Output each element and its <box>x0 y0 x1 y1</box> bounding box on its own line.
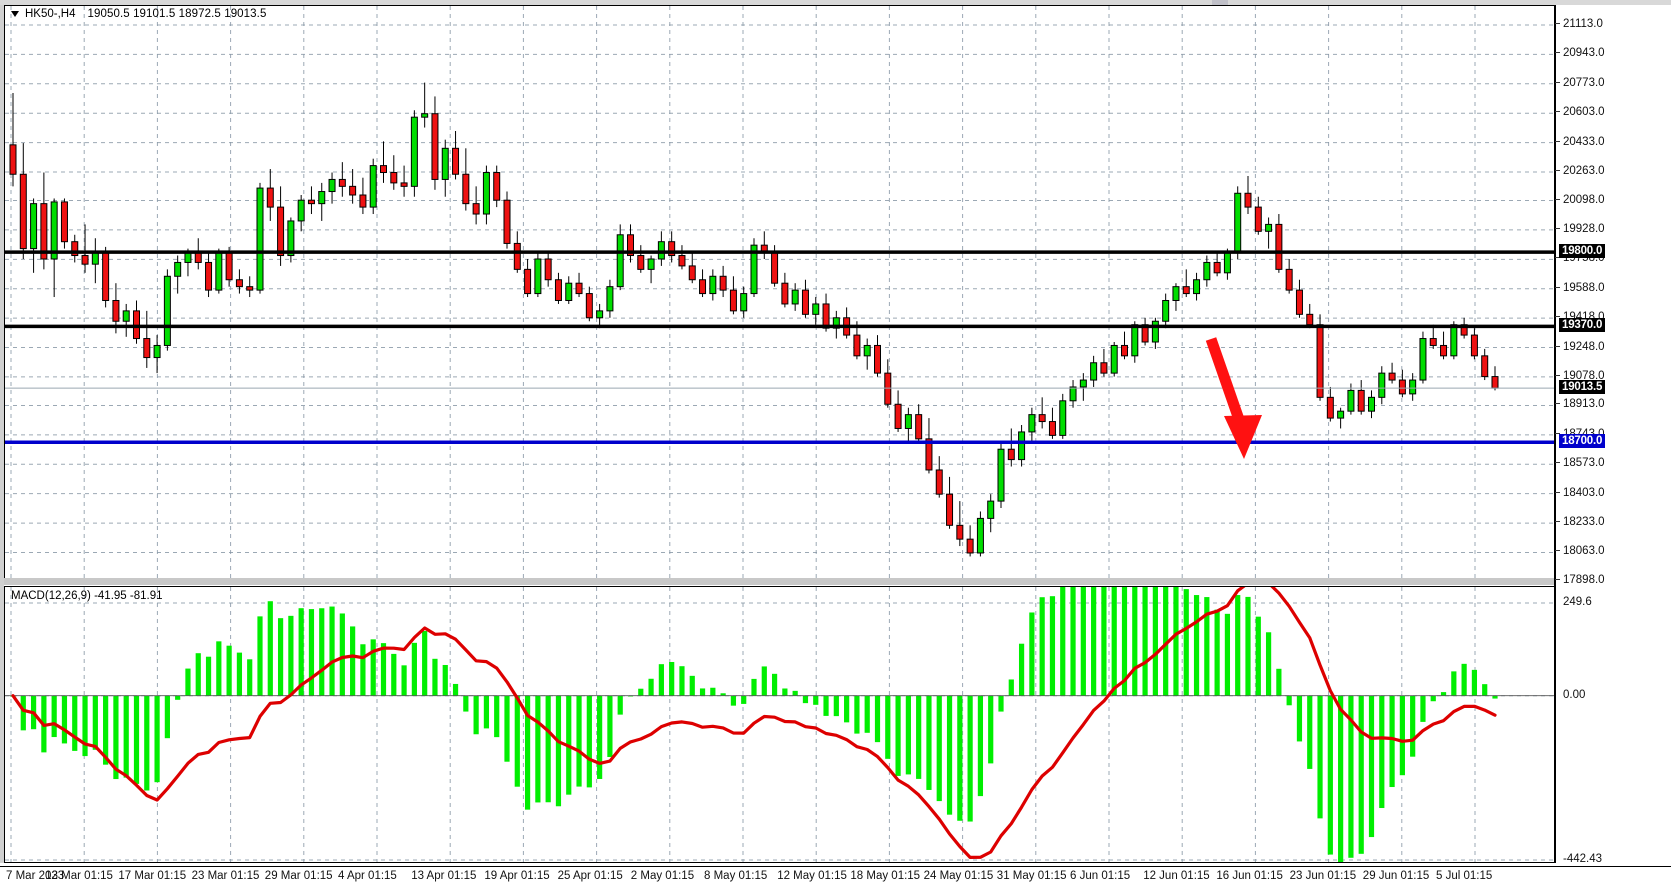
date-axis-tick: 29 Jun 01:15 <box>1362 870 1430 882</box>
tick-mark <box>1555 52 1560 54</box>
price-axis-tick: 17898.0 <box>1555 574 1605 586</box>
price-plot-area[interactable] <box>5 6 1554 582</box>
tick-mark <box>1555 374 1560 376</box>
date-axis-tick: 7 Mar 2023 <box>6 870 65 882</box>
macd-axis-tick: 249.6 <box>1563 596 1592 608</box>
price-pane-header: HK50-,H4 19050.5 19101.5 18972.5 19013.5 <box>11 8 266 20</box>
date-axis-tick: 13 Apr 01:15 <box>411 870 477 882</box>
macd-chart-pane[interactable]: MACD(12,26,9) -41.95 -81.91 <box>4 586 1555 863</box>
price-axis-tick: 18573.0 <box>1555 457 1605 469</box>
price-axis-tick: 20773.0 <box>1555 77 1605 89</box>
price-axis-tick: 20603.0 <box>1555 106 1605 118</box>
date-axis-tick: 5 Jul 01:15 <box>1436 870 1493 882</box>
date-axis-tick: 23 Mar 01:15 <box>191 870 260 882</box>
price-axis-tick: 19078.0 <box>1555 370 1605 382</box>
date-axis-tick: 18 May 01:15 <box>850 870 921 882</box>
tick-mark <box>1555 198 1560 200</box>
price-axis-tick: 21113.0 <box>1555 18 1603 30</box>
ohlc-label: 19050.5 19101.5 18972.5 19013.5 <box>87 8 267 20</box>
price-axis-tick: 19928.0 <box>1555 223 1605 235</box>
price-level-badge-last-price[interactable]: 19013.5 <box>1559 380 1606 395</box>
price-axis-tick: 20098.0 <box>1555 194 1605 206</box>
macd-plot-area[interactable] <box>5 587 1554 862</box>
date-axis[interactable]: 7 Mar 2023 13 Mar 01:15 17 Mar 01:15 23 Mar… <box>0 866 1671 889</box>
tick-mark <box>1555 403 1560 405</box>
date-axis-tick: 24 May 01:15 <box>923 870 994 882</box>
price-axis-tick: 18233.0 <box>1555 516 1605 528</box>
date-axis-tick: 25 Apr 01:15 <box>557 870 623 882</box>
tick-mark <box>1555 432 1560 434</box>
date-axis-tick: 6 Jun 01:15 <box>1070 870 1131 882</box>
tick-mark <box>1555 491 1560 493</box>
tick-mark <box>1555 521 1560 523</box>
macd-axis-tick: 0.00 <box>1563 688 1586 701</box>
price-axis-tick: 20263.0 <box>1555 165 1605 177</box>
date-axis-tick: 12 Jun 01:15 <box>1143 870 1210 882</box>
price-axis-tick: 18063.0 <box>1555 545 1605 557</box>
price-chart-pane[interactable]: HK50-,H4 19050.5 19101.5 18972.5 19013.5 <box>4 5 1555 583</box>
symbol-label: HK50-,H4 <box>25 8 76 20</box>
tick-mark <box>1555 579 1560 580</box>
tick-mark <box>1555 286 1560 288</box>
axis-separator <box>1554 5 1556 863</box>
price-axis-tick: 19248.0 <box>1555 341 1605 353</box>
tick-mark <box>1555 550 1560 552</box>
price-axis-tick: 18403.0 <box>1555 487 1605 499</box>
tick-mark <box>1555 316 1560 318</box>
price-axis-tick: 20433.0 <box>1555 136 1605 148</box>
tick-mark <box>1555 227 1560 229</box>
tick-mark <box>1555 462 1560 464</box>
date-axis-tick: 12 May 01:15 <box>777 870 847 882</box>
date-axis-tick: 4 Apr 01:15 <box>338 870 397 882</box>
tick-mark <box>1555 345 1560 347</box>
scroll-thumb[interactable] <box>1212 0 1228 5</box>
date-axis-tick: 31 May 01:15 <box>996 870 1067 882</box>
tick-mark <box>1555 23 1560 24</box>
price-level-badge-resistance[interactable]: 19370.0 <box>1559 318 1606 333</box>
macd-series <box>5 587 1554 862</box>
date-axis-tick: 23 Jun 01:15 <box>1289 870 1357 882</box>
price-overlay-annotations <box>5 250 1554 459</box>
tick-mark <box>1555 140 1560 142</box>
price-axis[interactable]: 21113.0 20943.0 20773.0 20603.0 20433.0 20263… <box>1555 5 1671 586</box>
price-axis-tick: 18913.0 <box>1555 398 1605 410</box>
price-level-badge-resistance[interactable]: 19800.0 <box>1559 244 1606 259</box>
date-axis-tick: 13 Mar 01:15 <box>45 870 113 882</box>
tick-mark <box>1555 257 1560 259</box>
chevron-down-icon[interactable] <box>11 11 19 17</box>
macd-indicator-label: MACD(12,26,9) -41.95 -81.91 <box>11 590 163 602</box>
date-axis-tick: 8 May 01:15 <box>704 870 768 882</box>
macd-axis[interactable]: 249.6 0.00 -442.43 <box>1555 586 1671 865</box>
macd-axis-tick: -442.43 <box>1563 853 1603 865</box>
date-axis-tick: 17 Mar 01:15 <box>118 870 187 882</box>
pane-divider-band[interactable] <box>4 578 1555 585</box>
tick-mark <box>1555 111 1560 113</box>
date-axis-tick: 19 Apr 01:15 <box>484 870 550 882</box>
date-axis-tick: 29 Mar 01:15 <box>264 870 333 882</box>
top-scroll-strip[interactable] <box>0 0 1671 5</box>
price-axis-tick: 20943.0 <box>1555 47 1605 59</box>
price-axis-tick: 19588.0 <box>1555 282 1605 294</box>
tick-mark <box>1555 169 1560 171</box>
tick-mark <box>1555 81 1560 83</box>
date-axis-tick: 2 May 01:15 <box>630 870 695 882</box>
left-gutter <box>0 5 4 863</box>
date-axis-tick: 16 Jun 01:15 <box>1216 870 1283 882</box>
price-level-badge-support[interactable]: 18700.0 <box>1559 434 1606 449</box>
